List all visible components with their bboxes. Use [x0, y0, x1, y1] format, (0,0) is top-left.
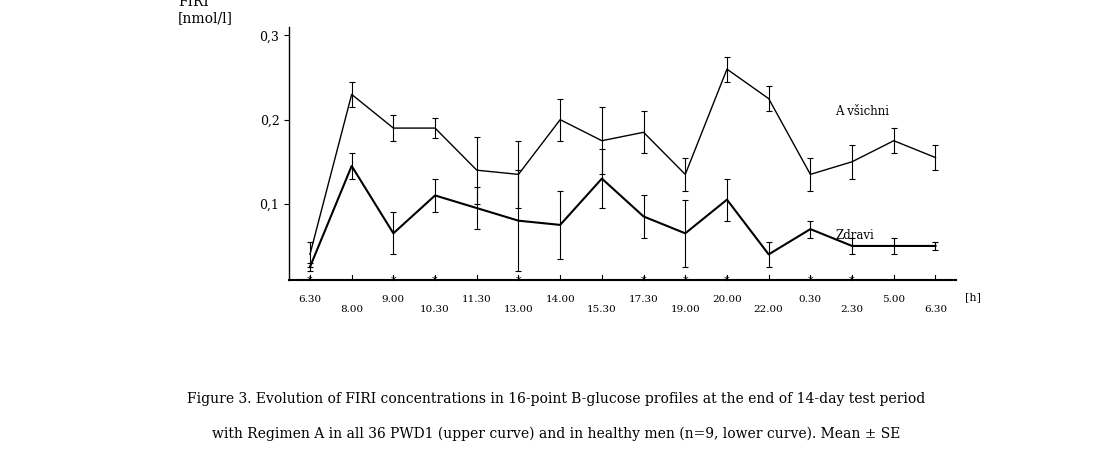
Text: *: * — [307, 276, 312, 286]
Text: 6.30: 6.30 — [298, 295, 321, 304]
Text: 19.00: 19.00 — [671, 305, 701, 314]
Text: 14.00: 14.00 — [545, 295, 575, 304]
Text: [h]: [h] — [965, 292, 981, 302]
Text: 22.00: 22.00 — [754, 305, 784, 314]
Text: *: * — [724, 276, 729, 286]
Text: *: * — [433, 276, 438, 286]
Text: *: * — [516, 276, 522, 286]
Text: with Regimen A in all 36 PWD1 (upper curve) and in healthy men (n=9, lower curve: with Regimen A in all 36 PWD1 (upper cur… — [211, 426, 901, 441]
Text: 5.00: 5.00 — [882, 295, 905, 304]
Text: 17.30: 17.30 — [628, 295, 658, 304]
Text: 20.00: 20.00 — [712, 295, 742, 304]
Text: *: * — [807, 276, 813, 286]
Text: 9.00: 9.00 — [381, 295, 405, 304]
Text: *: * — [390, 276, 396, 286]
Text: FIRI: FIRI — [178, 0, 209, 9]
Text: *: * — [641, 276, 646, 286]
Text: *: * — [683, 276, 688, 286]
Text: 10.30: 10.30 — [420, 305, 450, 314]
Text: 11.30: 11.30 — [461, 295, 492, 304]
Text: 2.30: 2.30 — [841, 305, 864, 314]
Text: 6.30: 6.30 — [924, 305, 947, 314]
Text: A všichni: A všichni — [835, 105, 890, 118]
Text: 0.30: 0.30 — [798, 295, 822, 304]
Text: 8.00: 8.00 — [340, 305, 364, 314]
Text: [nmol/l]: [nmol/l] — [178, 11, 232, 25]
Text: 15.30: 15.30 — [587, 305, 617, 314]
Text: Zdravi: Zdravi — [835, 230, 874, 242]
Text: Figure 3. Evolution of FIRI concentrations in 16-point B-glucose profiles at the: Figure 3. Evolution of FIRI concentratio… — [187, 392, 925, 406]
Text: *: * — [850, 276, 855, 286]
Text: 13.00: 13.00 — [504, 305, 534, 314]
